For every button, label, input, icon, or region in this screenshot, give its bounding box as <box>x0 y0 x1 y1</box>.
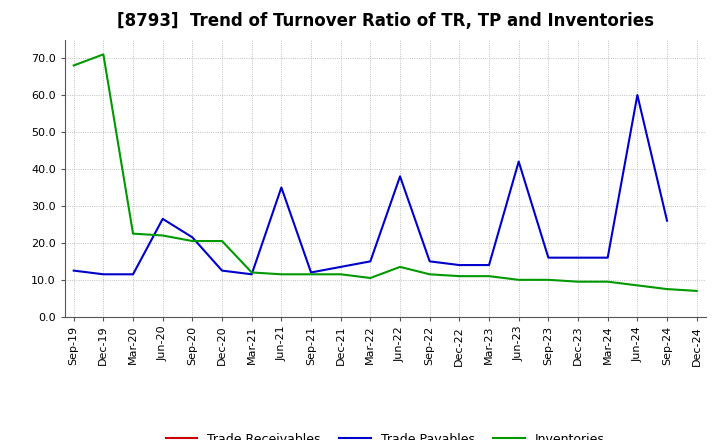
Trade Payables <box>217 268 226 273</box>
Inventories <box>396 264 405 270</box>
Inventories <box>485 274 493 279</box>
Trade Payables <box>485 262 493 268</box>
Line: Trade Payables: Trade Payables <box>73 95 667 274</box>
Inventories <box>574 279 582 284</box>
Trade Payables <box>514 159 523 164</box>
Trade Payables <box>544 255 553 260</box>
Legend: Trade Receivables, Trade Payables, Inventories: Trade Receivables, Trade Payables, Inven… <box>161 429 610 440</box>
Trade Payables <box>336 264 345 270</box>
Trade Payables <box>248 271 256 277</box>
Title: [8793]  Trend of Turnover Ratio of TR, TP and Inventories: [8793] Trend of Turnover Ratio of TR, TP… <box>117 12 654 30</box>
Inventories <box>248 270 256 275</box>
Trade Payables <box>69 268 78 273</box>
Inventories <box>69 63 78 68</box>
Trade Payables <box>662 218 671 224</box>
Trade Payables <box>603 255 612 260</box>
Trade Payables <box>158 216 167 221</box>
Inventories <box>129 231 138 236</box>
Inventories <box>366 275 374 281</box>
Trade Payables <box>277 185 286 190</box>
Inventories <box>277 271 286 277</box>
Trade Payables <box>574 255 582 260</box>
Trade Payables <box>396 174 405 179</box>
Trade Payables <box>307 270 315 275</box>
Inventories <box>544 277 553 282</box>
Trade Payables <box>426 259 434 264</box>
Inventories <box>307 271 315 277</box>
Trade Payables <box>366 259 374 264</box>
Inventories <box>217 238 226 244</box>
Trade Payables <box>633 92 642 98</box>
Inventories <box>514 277 523 282</box>
Inventories <box>693 288 701 293</box>
Inventories <box>99 52 108 57</box>
Line: Inventories: Inventories <box>73 55 697 291</box>
Trade Payables <box>129 271 138 277</box>
Trade Payables <box>188 235 197 240</box>
Inventories <box>188 238 197 244</box>
Inventories <box>455 274 464 279</box>
Inventories <box>603 279 612 284</box>
Inventories <box>426 271 434 277</box>
Inventories <box>158 233 167 238</box>
Inventories <box>336 271 345 277</box>
Inventories <box>633 283 642 288</box>
Inventories <box>662 286 671 292</box>
Trade Payables <box>455 262 464 268</box>
Trade Payables <box>99 271 108 277</box>
